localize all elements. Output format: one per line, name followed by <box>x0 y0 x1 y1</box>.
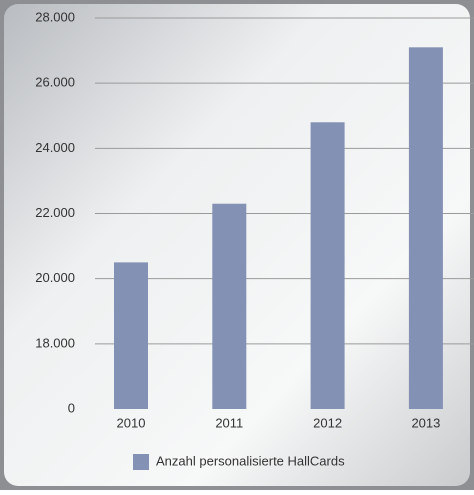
bar <box>212 203 247 409</box>
legend-swatch <box>133 454 149 470</box>
y-tick-label: 18.000 <box>35 335 75 350</box>
x-tick-label: 2012 <box>313 415 342 430</box>
bar <box>408 47 443 409</box>
x-tick-label: 2011 <box>215 415 243 430</box>
y-tick-label: 20.000 <box>35 270 75 285</box>
x-tick-label: 2013 <box>411 415 440 430</box>
y-tick-label: 28.000 <box>35 9 75 24</box>
y-tick-label: 0 <box>68 400 75 415</box>
x-tick-label: 2010 <box>117 415 146 430</box>
bar <box>310 122 345 410</box>
bar <box>114 262 148 409</box>
legend-label: Anzahl personalisierte HallCards <box>156 453 345 468</box>
y-tick-label: 22.000 <box>35 205 75 220</box>
y-tick-label: 24.000 <box>35 140 75 155</box>
y-tick-label: 26.000 <box>35 75 75 90</box>
